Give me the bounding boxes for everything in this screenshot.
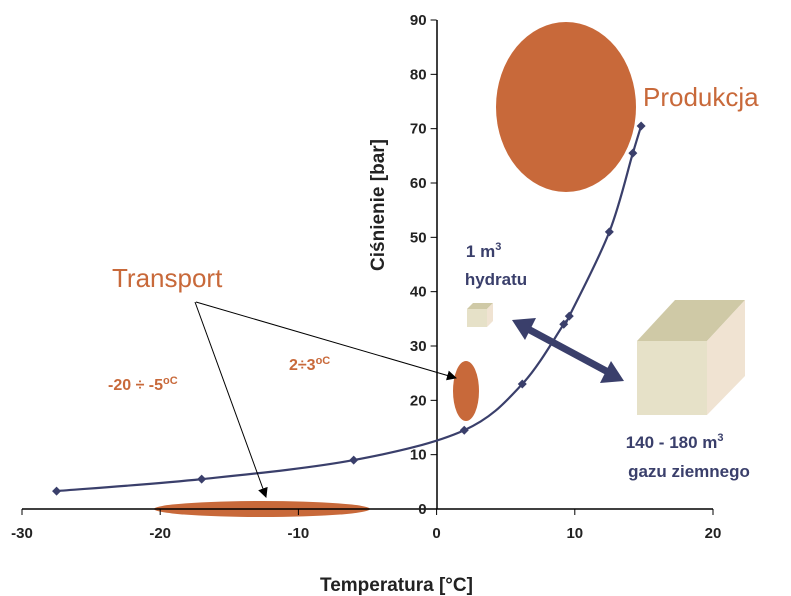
transport-arrow-narrow	[195, 301, 457, 381]
y-tick-label: 40	[410, 284, 427, 301]
y-axis-title: Ciśnienie [bar]	[368, 139, 389, 271]
data-point	[559, 319, 569, 329]
range-label-wide-unit: oC	[163, 375, 178, 387]
y-tick-label: 60	[410, 175, 427, 192]
data-point	[636, 121, 646, 131]
range-label-wide: -20 ÷ -5oC	[108, 375, 178, 394]
hydrate-label: 1 m3 hydratu	[465, 235, 527, 289]
y-tick-label: 30	[410, 338, 427, 355]
hydrate-label-sup: 3	[495, 241, 501, 253]
x-axis-title: Temperatura [°C]	[320, 575, 473, 596]
production-label: Produkcja	[643, 82, 759, 112]
y-tick-label: 0	[418, 501, 426, 518]
x-axis-title-unit: °C]	[445, 575, 473, 596]
data-point	[564, 311, 574, 321]
x-tick-label: -30	[11, 525, 33, 542]
x-tick-label: -10	[288, 525, 310, 542]
transport-arrow-wide	[194, 301, 268, 498]
transport-label: Transport	[112, 263, 223, 293]
hydrate-cube-icon	[467, 303, 493, 327]
double-arrow-icon	[512, 318, 624, 383]
data-point	[197, 474, 207, 484]
gas-label-sup: 3	[717, 432, 723, 444]
y-tick-label: 90	[410, 12, 427, 29]
data-point	[628, 148, 638, 158]
x-tick-label: 10	[566, 525, 583, 542]
x-axis-ticks: -30 -20 -10 0 10 20	[11, 509, 721, 542]
y-tick-label: 80	[410, 66, 427, 83]
range-label-narrow-unit: oC	[316, 355, 331, 367]
data-point	[349, 455, 359, 465]
data-point	[459, 425, 469, 435]
y-axis-ticks: 0 10 20 30 40 50 60 70 80 90	[410, 12, 437, 518]
series-markers	[52, 121, 646, 496]
x-tick-label: 20	[705, 525, 722, 542]
data-point	[604, 227, 614, 237]
y-tick-label: 20	[410, 392, 427, 409]
range-label-narrow: 2÷3oC	[289, 355, 330, 374]
data-point	[517, 379, 527, 389]
y-tick-label: 10	[410, 447, 427, 464]
transport-region-narrow	[453, 361, 479, 421]
x-tick-label: 0	[432, 525, 440, 542]
gas-label: 140 - 180 m3 gazu ziemnego	[626, 426, 750, 481]
y-tick-label: 70	[410, 121, 427, 138]
production-region	[496, 22, 636, 192]
y-tick-label: 50	[410, 229, 427, 246]
x-tick-label: -20	[149, 525, 171, 542]
gas-cube-icon	[637, 300, 745, 415]
data-point	[52, 486, 62, 496]
